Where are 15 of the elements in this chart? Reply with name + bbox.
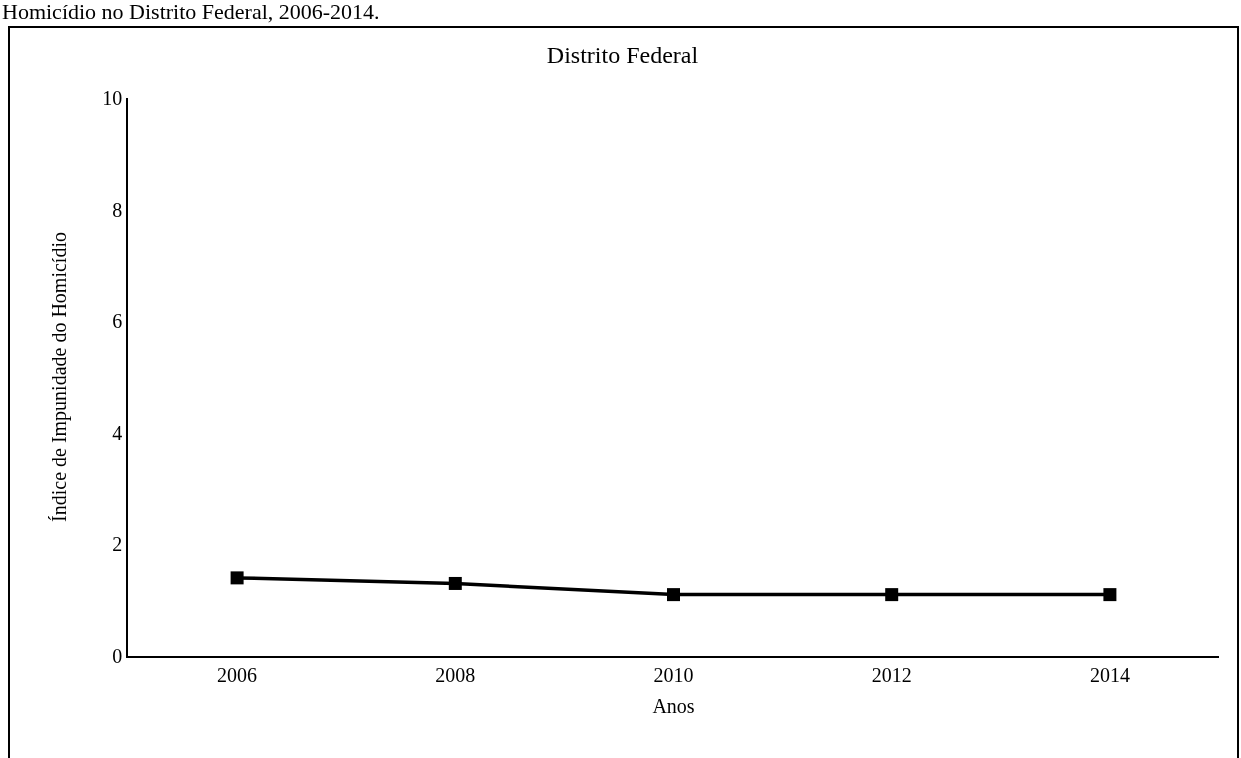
x-tick-label: 2014 [1089, 663, 1130, 686]
x-axis-title: Anos [652, 694, 695, 717]
x-tick-label: 2010 [653, 663, 694, 686]
text: Homicídio no Distrito Federal, 2006-2014. [2, 0, 380, 24]
y-tick-label: 4 [112, 421, 123, 444]
x-tick-label: 2008 [435, 663, 476, 686]
y-tick-label: 8 [112, 198, 123, 221]
x-tick-label: 2006 [217, 663, 258, 686]
y-axis-title: Índice de Impunidade do Homicídio [48, 232, 72, 522]
y-tick-label: 2 [112, 533, 123, 556]
y-tick-label: 0 [112, 645, 123, 667]
x-tick-label: 2012 [871, 663, 912, 686]
y-tick-label: 10 [102, 87, 123, 109]
chart-title: Distrito Federal [546, 42, 699, 68]
y-tick-label: 6 [112, 310, 123, 333]
